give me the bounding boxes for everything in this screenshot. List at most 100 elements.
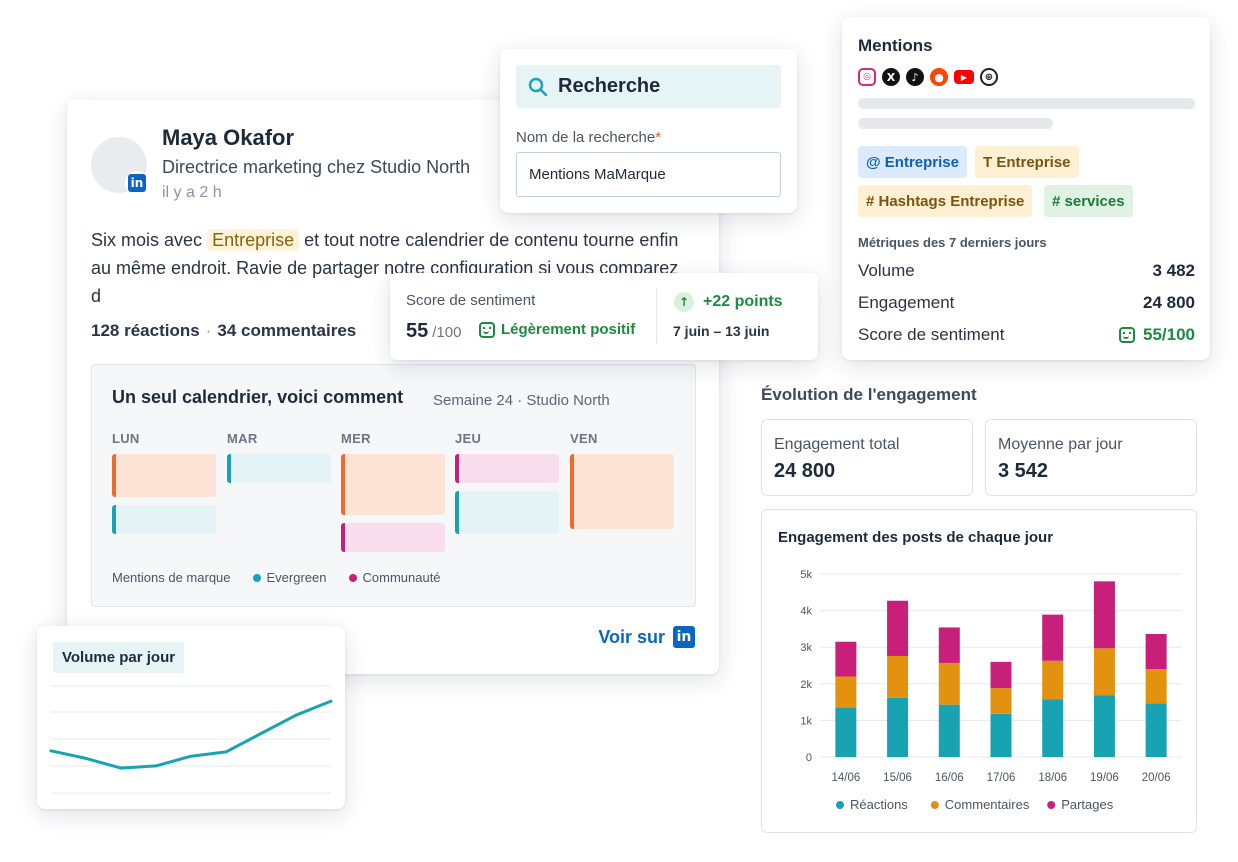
content-calendar: Un seul calendrier, voici comment Semain… xyxy=(91,364,696,607)
day-label-fri: VEN xyxy=(570,431,598,446)
linkedin-icon: in xyxy=(128,174,146,192)
legend-label: Réactions xyxy=(850,797,908,812)
legend-dot xyxy=(348,573,357,582)
x-tick-label: 17/06 xyxy=(987,772,1016,784)
legend-label: Evergreen xyxy=(266,570,327,585)
y-tick-label: 4k xyxy=(800,606,812,618)
divider xyxy=(656,288,657,344)
kpi-label: Moyenne par jour xyxy=(998,436,1123,453)
chart-title: Engagement des posts de chaque jour xyxy=(778,529,1054,546)
legend-brand-mentions: Mentions de marque xyxy=(112,570,231,585)
legend-item: Commentaires xyxy=(930,797,1030,812)
calendar-event-brand[interactable] xyxy=(570,454,674,529)
bar-segment xyxy=(835,641,857,677)
bar-segment xyxy=(990,713,1012,757)
reddit-icon: ● xyxy=(930,68,948,86)
calendar-event-evergreen[interactable] xyxy=(112,505,216,534)
tag-mention[interactable]: @ Entreprise xyxy=(858,146,967,178)
sentiment-label: Score de sentiment xyxy=(406,292,536,309)
legend-dot xyxy=(836,801,844,809)
legend-dot xyxy=(1047,801,1056,809)
x-tick-label: 18/06 xyxy=(1038,772,1067,784)
post-author-role: Directrice marketing chez Studio North xyxy=(162,157,471,177)
mentions-title: Mentions xyxy=(858,36,933,55)
x-tick-label: 19/06 xyxy=(1090,772,1119,784)
youtube-icon: ▶ xyxy=(954,70,974,84)
calendar-event-community[interactable] xyxy=(341,523,445,552)
day-label-wed: MER xyxy=(341,431,371,446)
volume-title: Volume par jour xyxy=(53,642,185,673)
bar-segment xyxy=(990,688,1012,714)
search-name-input[interactable] xyxy=(516,152,781,197)
day-label-thu: JEU xyxy=(455,431,482,446)
view-on-linkedin-link[interactable]: Voir sur in xyxy=(598,626,695,648)
metric-value-text: 55/100 xyxy=(1143,325,1195,344)
engagement-chart-card: Engagement des posts de chaque jour 0 1k 2… xyxy=(761,509,1197,833)
bar-segment xyxy=(1145,669,1167,704)
calendar-event-evergreen[interactable] xyxy=(227,454,331,483)
legend-dot xyxy=(252,573,261,582)
bar-segment xyxy=(1145,634,1167,670)
bar-segment xyxy=(835,676,857,708)
calendar-legend: Mentions de marque Evergreen Communauté xyxy=(112,570,441,585)
search-name-label: Nom de la recherche* xyxy=(516,129,661,146)
post-text-before: Six mois avec xyxy=(91,230,203,250)
brand-highlight: Entreprise xyxy=(207,229,300,251)
x-icon: X xyxy=(882,68,900,86)
legend-label: Partages xyxy=(1061,797,1114,812)
x-tick-label: 16/06 xyxy=(935,772,964,784)
bar-segment xyxy=(990,661,1012,689)
legend-item: Partages xyxy=(1047,797,1114,812)
metric-label: Score de sentiment xyxy=(858,325,1005,344)
search-card: Recherche Nom de la recherche* xyxy=(500,49,797,213)
bar-segment xyxy=(938,662,960,705)
kpi-label: Engagement total xyxy=(774,436,900,453)
x-tick-label: 15/06 xyxy=(883,772,912,784)
bar-segment xyxy=(887,600,909,656)
comments-count[interactable]: 34 commentaires xyxy=(217,321,357,340)
web-icon: ⊕ xyxy=(980,68,998,86)
y-tick-label: 1k xyxy=(800,715,812,727)
smiley-icon xyxy=(479,321,495,338)
kpi-value: 24 800 xyxy=(774,460,836,482)
y-tick-label: 2k xyxy=(800,679,812,691)
calendar-event-evergreen[interactable] xyxy=(455,491,559,534)
metric-value: 24 800 xyxy=(1143,293,1195,312)
score-max: /100 xyxy=(432,324,462,341)
bar-segment xyxy=(1093,581,1115,649)
legend-label: Communauté xyxy=(362,570,441,585)
skeleton-line xyxy=(858,118,1053,129)
tag-keyword[interactable]: T Entreprise xyxy=(975,146,1079,178)
metric-row-engagement: Engagement 24 800 xyxy=(858,293,1195,313)
legend-label: Commentaires xyxy=(945,797,1030,812)
calendar-event-brand[interactable] xyxy=(341,454,445,515)
engagement-bar-chart: 0 1k 2k 3k 4k 5k 14/06 15/06 16/06 17/06 18/06 19/0… xyxy=(800,569,1182,812)
instagram-icon: ◎ xyxy=(858,68,876,86)
post-author-name[interactable]: Maya Okafor xyxy=(162,125,295,150)
reactions-count[interactable]: 128 réactions xyxy=(91,321,200,340)
tag-hashtag[interactable]: # Hashtags Entreprise xyxy=(858,185,1033,217)
sentiment-card: Score de sentiment 55/100 Légèrement pos… xyxy=(390,273,818,360)
metrics-title: Métriques des 7 derniers jours xyxy=(858,235,1047,250)
bar-segment xyxy=(835,707,857,757)
bar-segment xyxy=(1093,695,1115,757)
date-range: 7 juin – 13 juin xyxy=(673,323,770,339)
legend-item: Réactions xyxy=(836,797,908,812)
volume-card: Volume par jour xyxy=(37,626,345,809)
metric-row-volume: Volume 3 482 xyxy=(858,261,1195,281)
tag-services[interactable]: # services xyxy=(1044,185,1133,217)
kpi-total-engagement: Engagement total 24 800 xyxy=(761,419,973,496)
metric-value: 3 482 xyxy=(1152,261,1195,280)
linkedin-badge: in xyxy=(125,171,149,195)
bar-segment xyxy=(1042,614,1064,661)
skeleton-line xyxy=(858,98,1195,109)
post-timestamp: il y a 2 h xyxy=(162,184,222,201)
bar-segment xyxy=(887,697,909,757)
separator-dot: · xyxy=(205,321,212,340)
bar-segment xyxy=(1042,660,1064,700)
metric-value: 55/100 xyxy=(1119,325,1195,345)
x-tick-label: 20/06 xyxy=(1142,772,1171,784)
field-label-text: Nom de la recherche xyxy=(516,129,656,146)
calendar-event-community[interactable] xyxy=(455,454,559,483)
calendar-event-brand[interactable] xyxy=(112,454,216,497)
